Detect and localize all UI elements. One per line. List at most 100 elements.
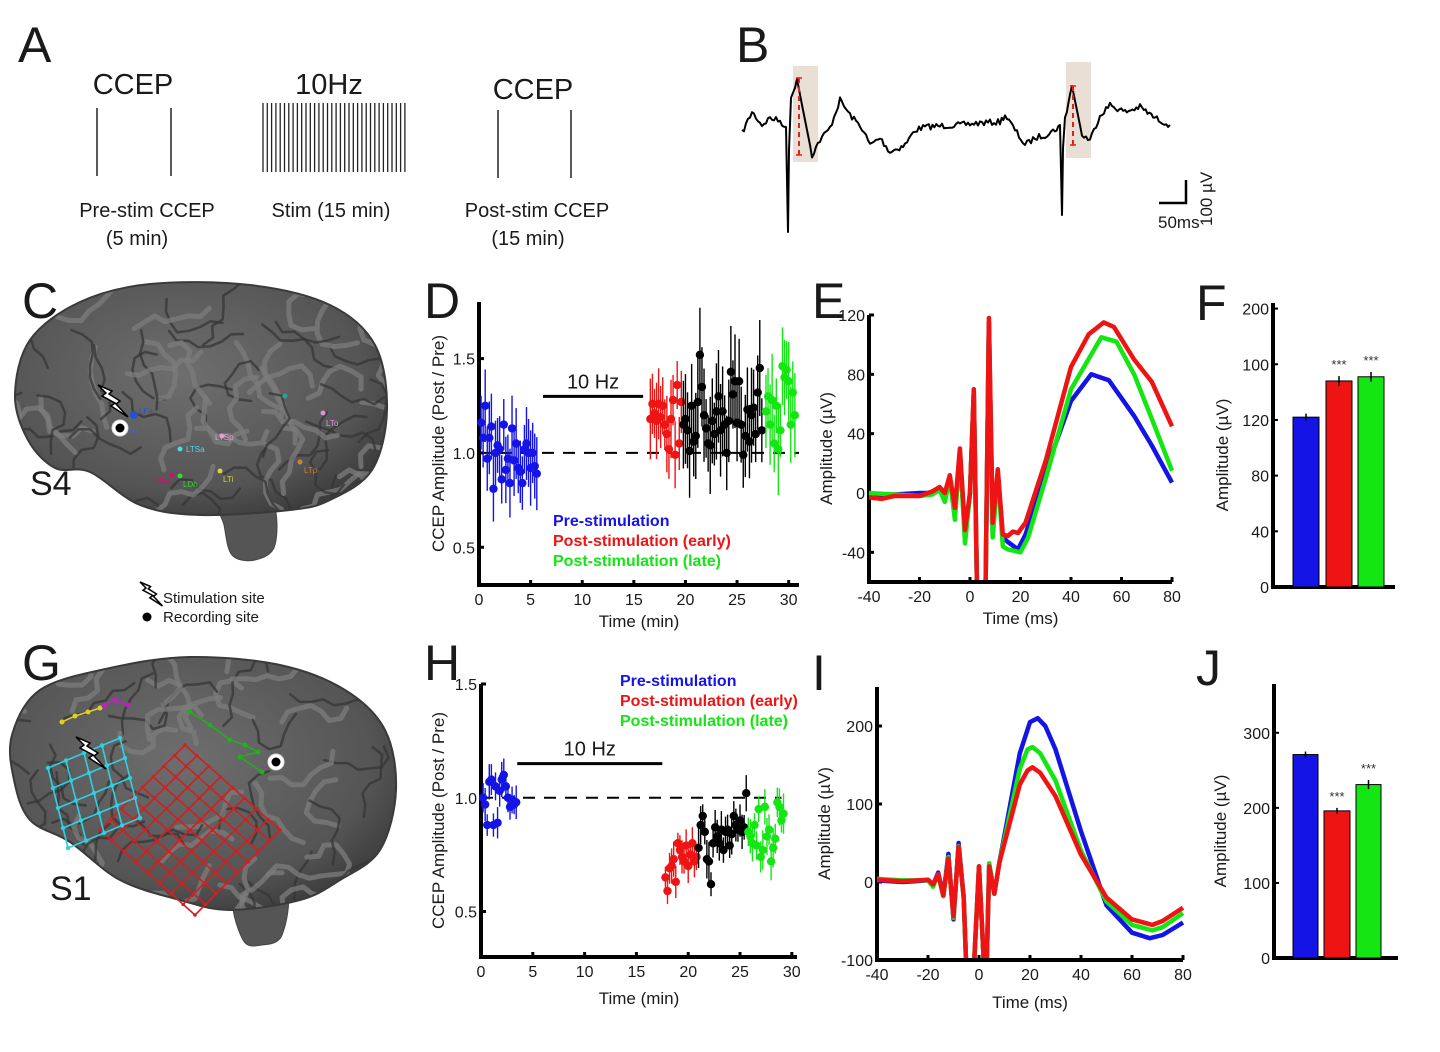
y-axis-label: CCEP Amplitude (Post / Pre) <box>429 712 448 929</box>
electrode-dot <box>320 410 326 416</box>
series-middle <box>694 775 751 897</box>
data-point <box>699 411 709 420</box>
grid-electrode <box>172 753 177 758</box>
x-axis-label: Time (min) <box>599 612 680 631</box>
lightning-bolt-icon <box>139 581 164 607</box>
grid-electrode <box>165 828 170 832</box>
gyrus <box>158 405 200 473</box>
data-point <box>691 431 700 441</box>
grid-electrode <box>144 849 149 854</box>
y-tick-label: 0.5 <box>455 905 477 922</box>
recording-site-dot <box>115 423 125 433</box>
pre-ccep-title: CCEP <box>93 69 174 101</box>
grid-electrode <box>190 870 195 875</box>
data-point <box>505 478 515 488</box>
grid-electrode <box>86 770 92 776</box>
data-point <box>683 426 692 435</box>
grid-electrode <box>184 764 189 769</box>
gyrus <box>164 297 224 334</box>
strip-electrode <box>97 705 103 711</box>
data-point <box>747 411 756 420</box>
data-point <box>480 800 490 809</box>
lightning-bolt-icon <box>75 736 107 770</box>
y-tick-label: 100 <box>1242 357 1269 374</box>
data-point <box>698 811 707 821</box>
grid-electrode <box>143 828 147 832</box>
data-point <box>764 825 774 834</box>
data-point <box>774 444 783 454</box>
data-point <box>668 395 678 405</box>
y-axis-label: Amplitude (µV) <box>1213 399 1232 512</box>
legend-stimulation-site: Stimulation site <box>163 590 265 607</box>
gyrus <box>252 780 306 846</box>
grid-electrode <box>267 838 272 843</box>
series-line-early <box>869 315 1175 580</box>
grid-electrode <box>155 838 159 843</box>
gyrus <box>201 282 244 347</box>
gyrus <box>109 740 150 799</box>
grid-electrode <box>201 860 205 864</box>
panel-letter-a: A <box>18 17 52 73</box>
x-tick-label: 20 <box>679 964 697 981</box>
gyrus <box>357 282 388 295</box>
gyrus <box>48 743 88 807</box>
y-tick-label: 0 <box>864 875 873 892</box>
data-point <box>497 475 506 484</box>
grid-electrode <box>68 778 74 783</box>
x-tick-label: 80 <box>1163 589 1181 606</box>
grid-electrode <box>245 838 249 843</box>
gyrus <box>265 863 348 881</box>
grid-electrode <box>119 823 125 828</box>
y-tick-label: 120 <box>1242 413 1269 430</box>
data-point <box>501 465 511 475</box>
grid-electrode <box>233 828 237 832</box>
x-tick-label: 60 <box>1113 589 1131 606</box>
grid-electrode <box>231 806 236 811</box>
series-late <box>761 327 800 496</box>
gyrus <box>384 907 397 910</box>
strip-electrode <box>242 742 248 748</box>
grid-electrode <box>208 785 212 790</box>
data-point <box>697 382 707 392</box>
data-point <box>742 789 751 798</box>
gyrus <box>14 361 23 428</box>
grid-electrode <box>206 764 211 769</box>
grid-electrode <box>221 817 225 822</box>
data-point <box>725 841 734 850</box>
electrode-sites: LFa Fb LTSa LTSp LTo LDa LDh LTi LTp <box>97 384 339 489</box>
bar-early <box>1323 810 1351 959</box>
chart-f: 0 40 80 120 100 200 *** *** Amplitude (µV) <box>1213 302 1395 597</box>
gyrus <box>265 656 329 665</box>
grid-electrode <box>101 830 107 836</box>
gyrus <box>200 395 250 447</box>
amplitude-markers <box>796 77 1076 156</box>
grid-electrode <box>235 870 240 875</box>
y-tick-label: 0 <box>1260 580 1269 597</box>
gyrus <box>145 677 194 731</box>
y-axis-label: Amplitude (µV) <box>1211 775 1230 888</box>
data-point <box>706 880 716 889</box>
data-point <box>761 407 771 416</box>
grid-electrode <box>225 881 229 885</box>
gyrus <box>361 745 384 819</box>
brain-s1 <box>8 655 398 947</box>
grid-electrode <box>132 795 138 801</box>
gyrus <box>222 658 257 728</box>
grid-electrode <box>255 828 260 832</box>
bar-pre <box>1292 754 1319 959</box>
data-point <box>688 839 697 848</box>
gyrus <box>91 907 133 910</box>
grid-electrode <box>55 805 61 811</box>
gyrus <box>368 487 388 516</box>
x-tick-label: 0 <box>475 592 484 609</box>
gyrus <box>262 442 285 512</box>
x-tick-label: 80 <box>1174 967 1192 984</box>
electrode-label: LTSa <box>186 445 205 454</box>
chart-d: 0 5 10 15 20 25 30 0.5 1.0 1.5 Time (min) CCEP Ampl… <box>429 302 800 631</box>
grid-electrode <box>175 796 179 800</box>
grid-electrode <box>177 838 182 843</box>
grid-electrode <box>191 891 196 896</box>
grid-electrode <box>137 815 143 821</box>
series-late <box>744 787 788 881</box>
gyrus <box>323 656 380 658</box>
